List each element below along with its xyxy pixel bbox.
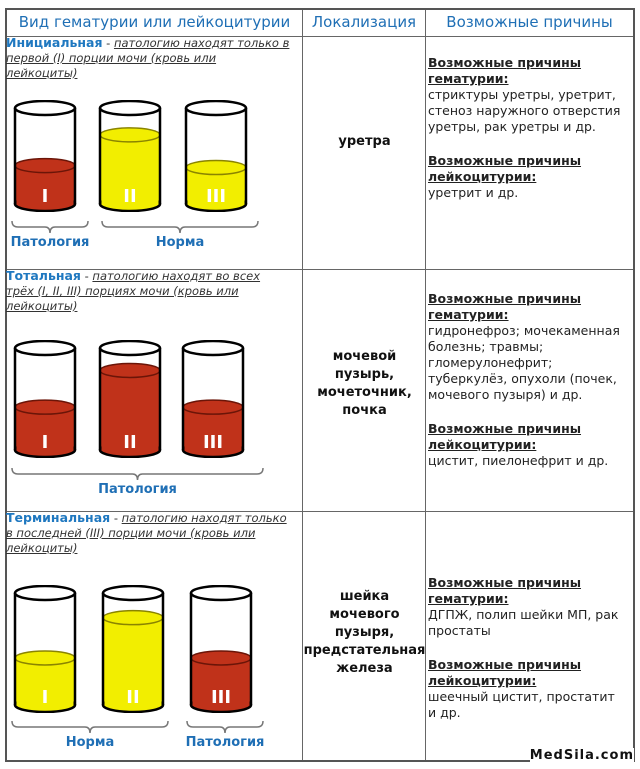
- possible-causes: Возможные причины гематурии: гидронефроз…: [428, 291, 623, 469]
- brace: [11, 720, 169, 734]
- type-title: Инициальная: [6, 35, 103, 50]
- leukocyturia-causes-title: Возможные причины лейкоцитурии:: [428, 153, 582, 184]
- portion-numeral: I: [42, 186, 49, 207]
- urine-glass-3: III: [180, 339, 246, 462]
- hematuria-type: Инициальная - патологию находят только в…: [6, 35, 290, 80]
- row-divider: [7, 36, 633, 37]
- portion-numeral: I: [42, 687, 49, 708]
- header-causes: Возможные причины: [446, 13, 613, 31]
- portion-numeral: II: [123, 186, 136, 207]
- leukocyturia-causes: уретрит и др.: [428, 185, 519, 200]
- leukocyturia-causes-title: Возможные причины лейкоцитурии:: [428, 657, 582, 688]
- hematuria-causes: ДГПЖ, полип шейки МП, рак простаты: [428, 607, 619, 638]
- type-title: Терминальная: [6, 510, 111, 525]
- row-divider: [7, 269, 633, 270]
- hematuria-causes: гидронефроз; мочекаменная болезнь; травм…: [428, 323, 620, 402]
- column-divider: [302, 10, 303, 760]
- location: шейка мочевого пузыря, предстательная же…: [303, 589, 426, 676]
- hematuria-causes-title: Возможные причины гематурии:: [428, 291, 582, 322]
- group-label: Патология: [10, 235, 90, 250]
- urine-glass-2: II: [100, 584, 166, 717]
- hematuria-causes: стриктуры уретры, уретрит, стеноз наружн…: [428, 87, 621, 134]
- portion-numeral: II: [123, 432, 136, 453]
- urine-glass-1: I: [12, 584, 78, 717]
- urine-test-table: Вид гематурии или лейкоцитурии Локализац…: [5, 8, 635, 762]
- urine-glass-3: III: [188, 584, 254, 717]
- urine-glass-1: I: [12, 339, 78, 462]
- hematuria-type: Тотальная - патологию находят во всех тр…: [6, 268, 261, 313]
- group-label: Норма: [155, 235, 205, 250]
- brace: [11, 220, 89, 234]
- leukocyturia-causes: шеечный цистит, простатит и др.: [428, 689, 615, 720]
- brace: [101, 220, 259, 234]
- possible-causes: Возможные причины гематурии: ДГПЖ, полип…: [428, 575, 623, 721]
- group-label: Патология: [98, 482, 177, 497]
- type-description: патологию находят во всех трёх (I, II, I…: [6, 269, 261, 313]
- portion-numeral: I: [42, 432, 49, 453]
- group-label: Норма: [65, 735, 115, 750]
- urine-glass-2: II: [97, 339, 163, 462]
- type-title: Тотальная: [6, 268, 81, 283]
- location: уретра: [338, 134, 391, 149]
- portion-numeral: II: [126, 687, 139, 708]
- hematuria-type: Терминальная - патологию находят только …: [6, 510, 287, 555]
- type-description: патологию находят только в последней (II…: [6, 511, 287, 555]
- group-label: Патология: [185, 735, 265, 750]
- header-type: Вид гематурии или лейкоцитурии: [18, 13, 291, 31]
- portion-numeral: III: [206, 186, 226, 207]
- hematuria-causes-title: Возможные причины гематурии:: [428, 575, 582, 606]
- watermark: MedSila.com: [529, 748, 634, 763]
- hematuria-causes-title: Возможные причины гематурии:: [428, 55, 582, 86]
- portion-numeral: III: [211, 687, 231, 708]
- type-description: патологию находят только в первой (I) по…: [6, 36, 290, 80]
- leukocyturia-causes-title: Возможные причины лейкоцитурии:: [428, 421, 582, 452]
- column-divider: [425, 10, 426, 760]
- brace: [11, 467, 264, 481]
- portion-numeral: III: [203, 432, 223, 453]
- location: мочевой пузырь, мочеточник, почка: [317, 349, 412, 418]
- header-location: Локализация: [311, 13, 417, 31]
- possible-causes: Возможные причины гематурии: стриктуры у…: [428, 55, 623, 201]
- leukocyturia-causes: цистит, пиелонефрит и др.: [428, 453, 609, 468]
- urine-glass-2: II: [97, 99, 163, 216]
- urine-glass-1: I: [12, 99, 78, 216]
- brace: [186, 720, 264, 734]
- urine-glass-3: III: [183, 99, 249, 216]
- row-divider: [7, 511, 633, 512]
